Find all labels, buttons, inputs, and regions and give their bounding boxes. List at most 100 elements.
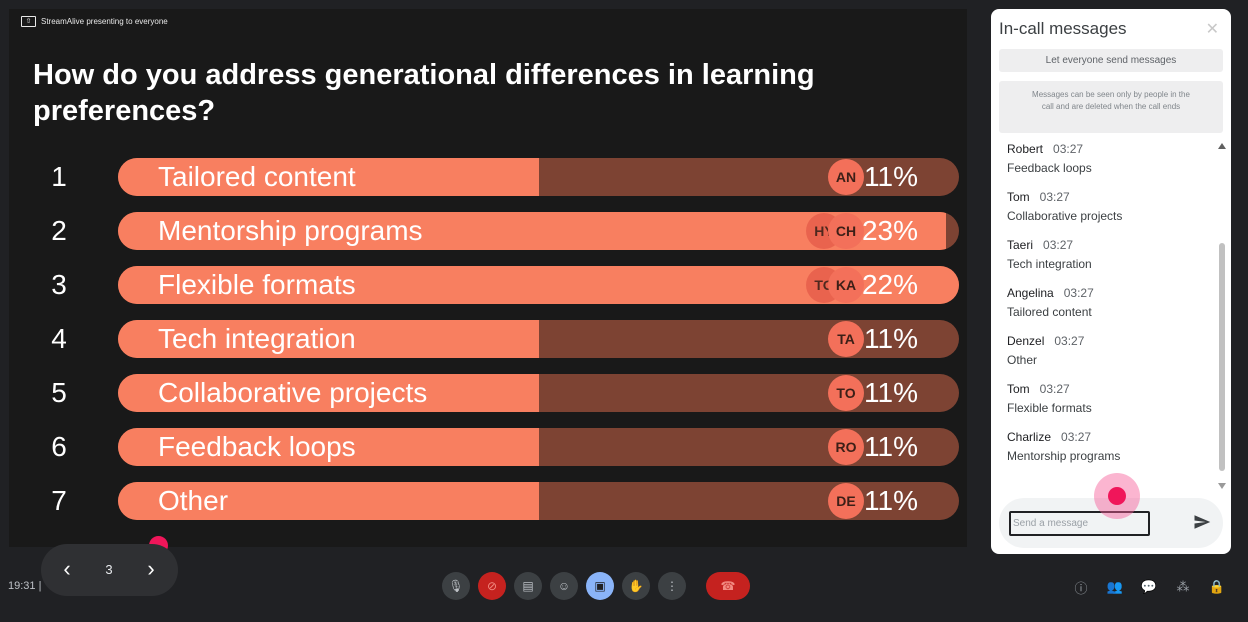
option-bar-fill [118, 428, 539, 466]
page-number: 3 [105, 562, 113, 577]
present-screen-icon: ▣ [594, 579, 606, 593]
option-percentage: 11% [864, 377, 918, 408]
activities-button[interactable]: ⁂ [1172, 577, 1194, 597]
chat-notice: Messages can be seen only by people in t… [999, 81, 1223, 133]
camera-button[interactable]: ⊘ [478, 572, 506, 600]
message-time: 03:27 [1061, 430, 1092, 444]
voter-avatar: AN [828, 159, 864, 195]
poll-option-row: 2 Mentorship programs HY CH 23% [9, 212, 967, 250]
message-sender: Angelina [1007, 286, 1054, 300]
chat-message: Angelina 03:27 Tailored content [1007, 284, 1094, 319]
chat-message: Taeri 03:27 Tech integration [1007, 236, 1092, 271]
chat-message: Charlize 03:27 Mentorship programs [1007, 428, 1120, 463]
cursor-dot [1108, 487, 1126, 505]
side-controls: ⓘ 👥 💬 ⁂ 🔒 [1070, 577, 1228, 597]
message-text: Flexible formats [1007, 401, 1092, 415]
poll-option-row: 6 Feedback loops RO 11% [9, 428, 967, 466]
chat-message: Denzel 03:27 Other [1007, 332, 1084, 367]
option-percentage: 11% [864, 161, 918, 192]
message-time: 03:27 [1039, 190, 1070, 204]
poll-option-row: 3 Flexible formats TO KA 22% [9, 266, 967, 304]
meeting-time: 19:31 | [8, 580, 42, 592]
more-vertical-icon: ⋮ [666, 579, 678, 593]
option-bar-track [118, 158, 959, 196]
people-button[interactable]: 👥 [1104, 577, 1126, 597]
option-label: Flexible formats [158, 269, 356, 300]
chat-message: Tom 03:27 Flexible formats [1007, 380, 1092, 415]
mic-button[interactable]: 🎙 [442, 572, 470, 600]
option-number: 1 [51, 161, 67, 192]
present-button[interactable]: ▣ [586, 572, 614, 600]
option-number: 5 [51, 377, 67, 408]
option-number: 2 [51, 215, 67, 246]
meeting-details-button[interactable]: ⓘ [1070, 577, 1092, 597]
option-bar-track [118, 374, 959, 412]
message-scrollbar[interactable] [1218, 143, 1226, 489]
message-time: 03:27 [1054, 334, 1085, 348]
option-label: Collaborative projects [158, 377, 428, 408]
option-number: 7 [51, 485, 67, 516]
lock-person-icon: 🔒 [1208, 579, 1226, 594]
let-everyone-send-toggle[interactable]: Let everyone send messages [999, 49, 1223, 72]
message-text: Collaborative projects [1007, 209, 1123, 223]
message-time: 03:27 [1039, 382, 1070, 396]
hand-icon: ✋ [628, 579, 644, 593]
reactions-button[interactable]: ☺ [550, 572, 578, 600]
message-text: Tech integration [1007, 257, 1092, 271]
message-time: 03:27 [1053, 142, 1084, 156]
option-percentage: 23% [861, 215, 918, 246]
chat-button[interactable]: 💬 [1138, 577, 1160, 597]
poll-option-row: 4 Tech integration TA 11% [9, 320, 967, 358]
chevron-right-icon[interactable]: › [147, 556, 155, 581]
activities-icon: ⁂ [1176, 579, 1190, 594]
message-text: Mentorship programs [1007, 449, 1121, 463]
option-bar-fill [118, 482, 539, 520]
emoji-icon: ☺ [557, 579, 571, 593]
message-input[interactable] [1009, 511, 1150, 536]
raise-hand-button[interactable]: ✋ [622, 572, 650, 600]
voter-avatar: RO [828, 429, 864, 465]
presenter-banner: ⇧ StreamAlive presenting to everyone [21, 16, 168, 27]
option-number: 3 [51, 269, 67, 300]
option-label: Tailored content [158, 161, 356, 192]
presentation-stage: ⇧ StreamAlive presenting to everyone How… [9, 9, 967, 547]
more-options-button[interactable]: ⋮ [658, 572, 686, 600]
voter-avatar: CH [828, 213, 864, 249]
slide-pager: ‹ 3 › [41, 544, 178, 596]
option-bar-track [118, 428, 959, 466]
message-text: Tailored content [1007, 305, 1092, 319]
option-percentage: 11% [864, 431, 918, 462]
scroll-up-icon[interactable] [1218, 143, 1226, 149]
presenter-text: StreamAlive presenting to everyone [41, 17, 168, 26]
send-icon[interactable] [1193, 513, 1211, 531]
leave-call-button[interactable]: ☎ [706, 572, 750, 600]
people-icon: 👥 [1106, 579, 1124, 594]
option-bar-fill [118, 374, 539, 412]
option-label: Feedback loops [158, 431, 356, 462]
chevron-left-icon[interactable]: ‹ [63, 556, 71, 581]
message-time: 03:27 [1063, 286, 1094, 300]
option-percentage: 22% [861, 269, 918, 300]
poll-option-row: 5 Collaborative projects TO 11% [9, 374, 967, 412]
scroll-down-icon[interactable] [1218, 483, 1226, 489]
message-sender: Charlize [1007, 430, 1052, 444]
message-sender: Robert [1007, 142, 1044, 156]
message-sender: Denzel [1007, 334, 1045, 348]
option-label: Mentorship programs [158, 215, 423, 246]
close-icon[interactable]: ✕ [1205, 21, 1219, 38]
option-number: 6 [51, 431, 67, 462]
option-label: Tech integration [158, 323, 356, 354]
message-sender: Tom [1007, 382, 1030, 396]
captions-button[interactable]: ▤ [514, 572, 542, 600]
voter-avatar: TA [828, 321, 864, 357]
in-call-messages-panel: In-call messages ✕ Let everyone send mes… [991, 9, 1231, 554]
microphone-icon: 🎙 [448, 579, 464, 593]
option-bar-track [118, 320, 959, 358]
info-icon: ⓘ [1074, 580, 1088, 596]
scroll-thumb[interactable] [1219, 243, 1225, 471]
present-icon: ⇧ [21, 16, 36, 27]
host-controls-button[interactable]: 🔒 [1206, 577, 1228, 597]
phone-hangup-icon: ☎ [720, 579, 736, 593]
message-time: 03:27 [1043, 238, 1074, 252]
panel-title: In-call messages [999, 19, 1127, 38]
